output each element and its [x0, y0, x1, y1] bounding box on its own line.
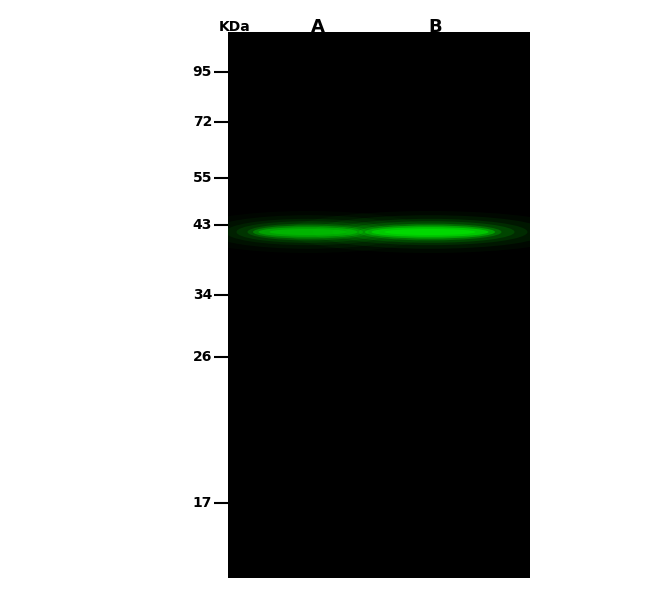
- Ellipse shape: [359, 224, 502, 241]
- Ellipse shape: [385, 229, 476, 235]
- Bar: [228, 32, 530, 578]
- Ellipse shape: [226, 219, 391, 245]
- Ellipse shape: [313, 215, 547, 249]
- Text: A: A: [311, 18, 325, 36]
- Text: KDa: KDa: [218, 20, 250, 34]
- Ellipse shape: [346, 221, 515, 243]
- Ellipse shape: [248, 224, 369, 241]
- Text: 26: 26: [192, 350, 212, 364]
- Ellipse shape: [259, 227, 358, 237]
- Text: 17: 17: [192, 496, 212, 510]
- Text: B: B: [428, 18, 442, 36]
- Ellipse shape: [253, 225, 363, 239]
- Text: 95: 95: [192, 65, 212, 79]
- Text: 72: 72: [192, 115, 212, 129]
- Text: 43: 43: [192, 218, 212, 232]
- Text: 55: 55: [192, 171, 212, 185]
- Text: 34: 34: [192, 288, 212, 302]
- Ellipse shape: [372, 227, 489, 237]
- Ellipse shape: [209, 215, 407, 249]
- Ellipse shape: [270, 229, 346, 235]
- Ellipse shape: [365, 225, 495, 239]
- Ellipse shape: [237, 221, 380, 243]
- Ellipse shape: [333, 219, 528, 245]
